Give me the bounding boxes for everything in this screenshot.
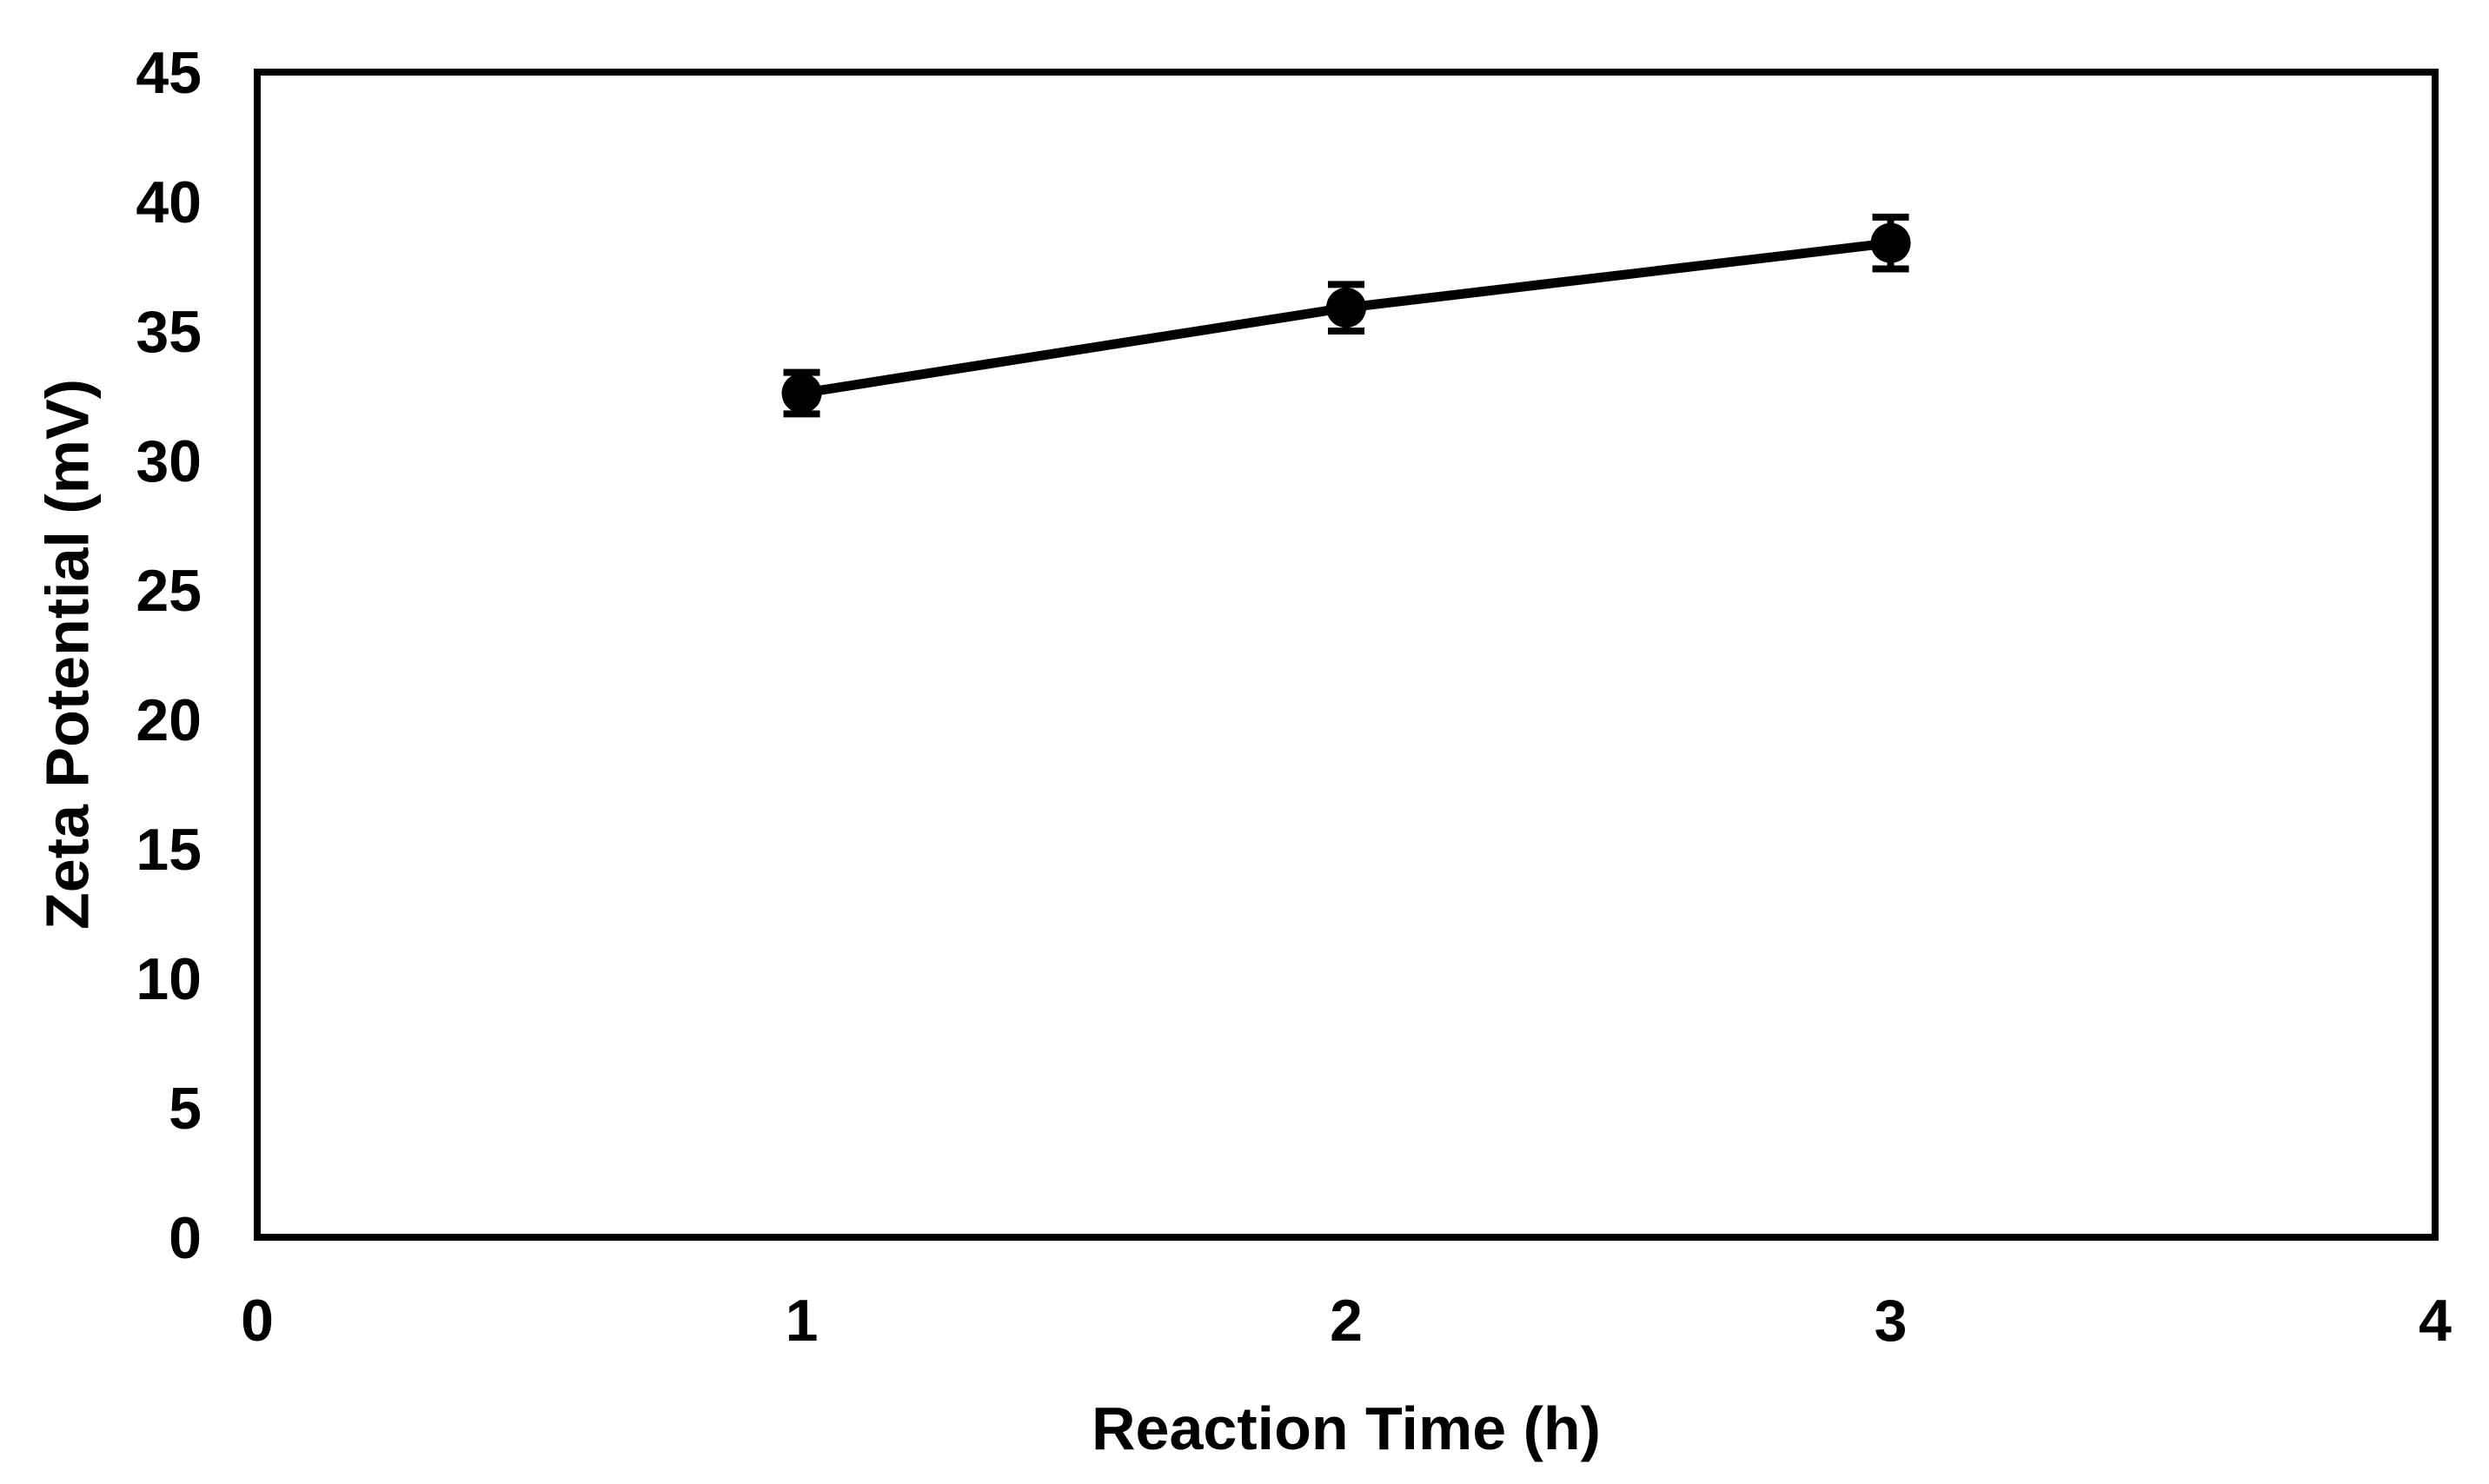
- y-tick-label-5: 5: [169, 1076, 202, 1142]
- data-point-marker: [1870, 222, 1911, 263]
- y-tick-label-30: 30: [136, 428, 202, 494]
- y-tick-label-20: 20: [136, 687, 202, 753]
- plot-area-border: [254, 69, 2439, 1241]
- y-tick-label-0: 0: [169, 1205, 202, 1271]
- x-tick-label-0: 0: [241, 1288, 274, 1354]
- series-markers: [781, 222, 1911, 414]
- x-tick-label-3: 3: [1875, 1288, 1908, 1354]
- x-axis-tick-labels: 0 1 2 3 4: [241, 1288, 2452, 1354]
- y-tick-label-35: 35: [136, 299, 202, 365]
- x-tick-label-2: 2: [1330, 1288, 1363, 1354]
- y-tick-label-15: 15: [136, 817, 202, 883]
- y-tick-label-25: 25: [136, 558, 202, 624]
- data-point-marker: [781, 373, 822, 414]
- y-axis-title: Zeta Potential (mV): [34, 379, 102, 930]
- x-tick-label-4: 4: [2419, 1288, 2452, 1354]
- y-axis-tick-labels: 0 5 10 15 20 25 30 35 40 45: [136, 40, 202, 1271]
- data-point-marker: [1326, 288, 1366, 328]
- y-tick-label-10: 10: [136, 946, 202, 1012]
- y-tick-label-45: 45: [136, 40, 202, 106]
- x-tick-label-1: 1: [786, 1288, 819, 1354]
- y-tick-label-40: 40: [136, 169, 202, 235]
- x-axis-title: Reaction Time (h): [1092, 1395, 1601, 1462]
